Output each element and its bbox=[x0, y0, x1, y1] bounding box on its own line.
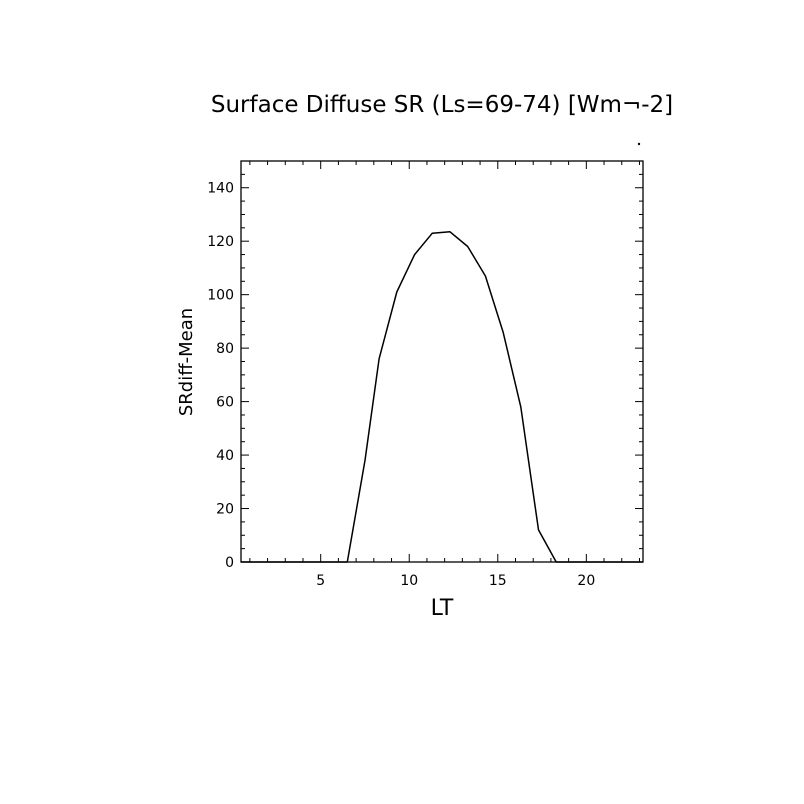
y-tick-label: 80 bbox=[216, 341, 234, 357]
x-tick-label: 10 bbox=[400, 573, 418, 589]
series-group bbox=[241, 231, 643, 563]
x-axis-label: LT bbox=[431, 596, 454, 621]
plot-frame bbox=[240, 160, 644, 563]
y-tick-label: 40 bbox=[216, 448, 234, 464]
series-line bbox=[241, 231, 643, 563]
x-axis-ticks: 5 10 15 20 bbox=[249, 161, 640, 589]
y-axis-label: SRdiff-Mean bbox=[176, 308, 197, 416]
x-tick-label: 20 bbox=[577, 573, 595, 589]
y-tick-label: 60 bbox=[216, 395, 234, 411]
y-axis-ticks: 0 20 40 60 80 100 120 140 bbox=[207, 160, 643, 571]
y-tick-label: 100 bbox=[207, 288, 234, 304]
y-tick-label: 20 bbox=[216, 502, 234, 518]
y-tick-label: 140 bbox=[207, 181, 234, 197]
corner-dot bbox=[637, 142, 641, 146]
y-tick-label: 120 bbox=[207, 234, 234, 250]
x-tick-label: 15 bbox=[489, 573, 507, 589]
chart-title: Surface Diffuse SR (Ls=69-74) [Wm¬-2] bbox=[211, 92, 673, 118]
y-tick-label: 0 bbox=[225, 555, 234, 571]
x-tick-label: 5 bbox=[316, 573, 325, 589]
